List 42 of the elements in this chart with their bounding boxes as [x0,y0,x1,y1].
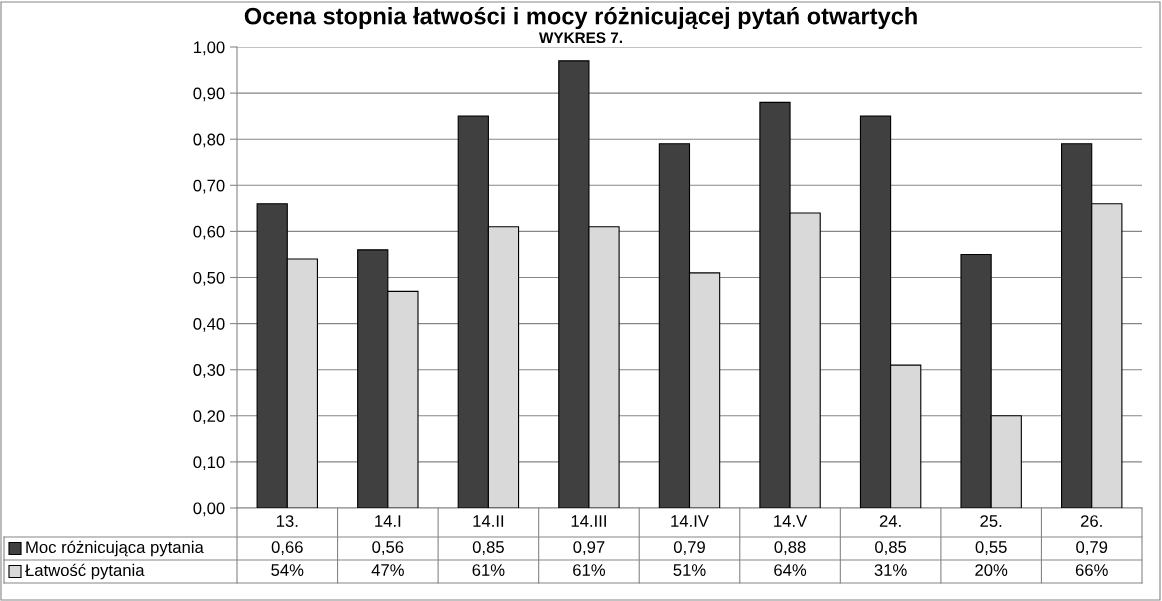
data-label: 54% [271,564,304,576]
data-label: 31% [874,564,907,576]
x-tick-label: 14.III [571,515,606,527]
data-label: 0,79 [1076,541,1108,555]
data-label: 47% [371,564,404,576]
x-tick-label: 14.IV [671,515,709,527]
x-tick-label: 24. [879,515,901,527]
y-tick-label: 0,80 [193,133,225,148]
y-tick-label: 0,90 [193,87,225,102]
y-tick-label: 0,00 [193,502,225,517]
legend-label: Moc różnicująca pytania [26,540,204,557]
data-label: 0,66 [271,541,303,555]
y-tick-label: 0,20 [193,410,225,424]
x-tick-label: 14.II [473,515,504,527]
x-tick-label: 26. [1080,515,1102,527]
data-label: 64% [774,564,807,576]
data-label: 20% [975,564,1008,576]
data-label: 61% [573,564,606,576]
data-label: 0,85 [472,541,504,555]
data-label: 0,85 [875,541,907,555]
y-tick-label: 0,70 [193,179,225,194]
data-label: 0,88 [774,541,806,555]
x-tick-label: 14.V [774,515,808,527]
data-label: 0,79 [673,541,705,555]
x-tick-label: 13. [276,515,298,527]
data-label: 61% [472,564,505,576]
y-tick-label: 0,40 [193,318,225,332]
y-tick-label: 0,50 [193,271,225,286]
chart-subtitle: WYKRES 7. [538,32,622,44]
y-tick-label: 0,10 [193,456,225,471]
data-label: 51% [673,564,706,576]
x-tick-label: 14.I [375,515,401,527]
x-tick-label: 25. [980,515,1002,527]
y-tick-label: 0,30 [193,364,225,378]
chart-title: Ocena stopnia łatwości i mocy różnicującej pytań otwartych [244,6,917,30]
data-label: 0,56 [372,541,404,555]
data-label: 0,55 [975,541,1007,555]
y-tick-label: 0,60 [193,225,225,240]
legend-label: Łatwość pytania [25,563,145,580]
data-label: 0,97 [573,541,605,555]
y-tick-label: 1,00 [194,41,225,56]
data-label: 66% [1075,564,1108,576]
